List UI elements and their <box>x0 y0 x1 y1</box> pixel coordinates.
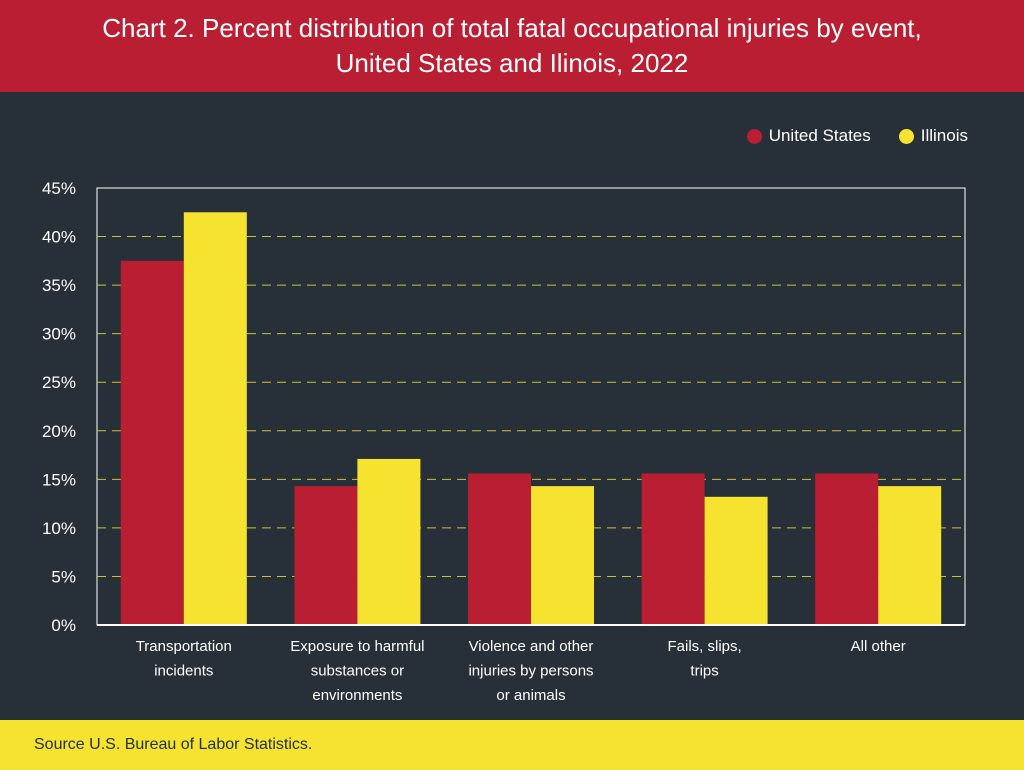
y-tick-label: 45% <box>42 179 76 198</box>
y-tick-label: 35% <box>42 276 76 295</box>
bar-united-states <box>294 486 358 625</box>
x-tick-label-line: trips <box>690 663 718 680</box>
chart-title-line-1: Chart 2. Percent distribution of total f… <box>102 13 922 43</box>
y-tick-label: 25% <box>42 373 76 392</box>
y-tick-label: 10% <box>42 519 76 538</box>
bar-united-states <box>641 473 705 625</box>
x-tick-label-line: Violence and other <box>469 638 594 655</box>
bar-illinois <box>878 486 942 625</box>
x-tick-label-line: incidents <box>154 663 213 680</box>
source-footer: Source U.S. Bureau of Labor Statistics. <box>0 720 1024 770</box>
y-tick-label: 40% <box>42 228 76 247</box>
bar-illinois <box>183 212 247 625</box>
y-tick-label: 15% <box>42 470 76 489</box>
legend-label-illinois: Illinois <box>920 126 968 145</box>
chart-title-line-2: United States and Ilinois, 2022 <box>335 48 689 78</box>
legend-swatch-illinois <box>898 128 914 144</box>
x-tick-label-line: All other <box>851 638 906 655</box>
bar-illinois <box>704 496 768 625</box>
legend-swatch-united-states <box>746 128 762 144</box>
x-tick-label-line: Exposure to harmful <box>290 638 424 655</box>
x-tick-label-line: or animals <box>496 687 565 704</box>
y-tick-label: 20% <box>42 422 76 441</box>
bar-illinois <box>531 486 594 625</box>
x-tick-label: Fails, slips, trips <box>668 638 742 680</box>
bar-chart: 0% 5% 10% 15% 20% 25% 30% 35% 40% 45% Transportati… <box>42 179 966 704</box>
x-tick-label: Violence and other injuries by persons or … <box>468 638 593 704</box>
legend-item-illinois: Illinois <box>898 126 968 146</box>
x-tick-label: Exposure to harmful substances or environm… <box>290 638 424 704</box>
bar-illinois <box>357 458 421 625</box>
x-tick-label-line: environments <box>312 687 402 704</box>
y-tick-label: 30% <box>42 325 76 344</box>
y-tick-label: 0% <box>51 616 76 635</box>
x-tick-label: All other <box>851 638 906 655</box>
source-note: Source U.S. Bureau of Labor Statistics. <box>34 736 313 753</box>
x-tick-label-line: injuries by persons <box>468 663 593 680</box>
legend-label-united-states: United States <box>768 126 871 145</box>
y-tick-label: 5% <box>51 567 76 586</box>
x-tick-label: Transportation incidents <box>136 638 232 680</box>
chart-header: Chart 2. Percent distribution of total f… <box>0 0 1024 92</box>
x-tick-label-line: Fails, slips, <box>668 638 742 655</box>
x-tick-label-line: substances or <box>311 663 404 680</box>
legend-item-united-states: United States <box>746 126 871 146</box>
chart-legend: United States Illinois <box>719 126 968 146</box>
bar-united-states <box>815 473 879 625</box>
bar-united-states <box>120 260 184 625</box>
bar-united-states <box>468 473 531 625</box>
x-tick-label-line: Transportation <box>136 638 232 655</box>
